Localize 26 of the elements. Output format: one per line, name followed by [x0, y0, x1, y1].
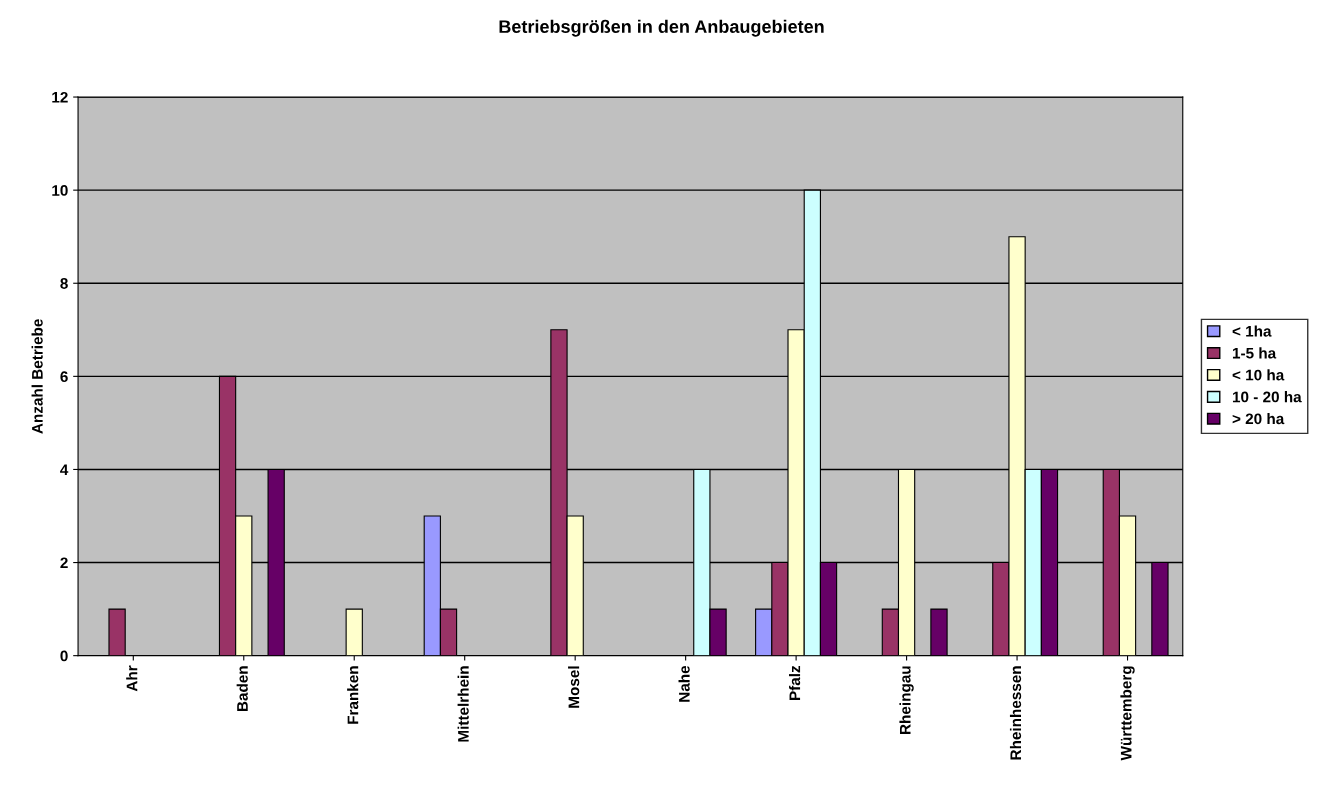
y-tick-label: 10 — [52, 185, 68, 196]
y-tick-label: 0 — [60, 650, 68, 662]
x-tick-label: Rheingau — [899, 666, 914, 734]
x-tick-label: Rheinhessen — [1009, 666, 1022, 760]
bar — [930, 608, 948, 656]
x-tick-label: Mosel — [568, 666, 580, 708]
x-tick-label: Franken — [347, 666, 359, 724]
x-tick-label: Pfalz — [788, 665, 801, 701]
x-tick-label: Mittelrhein — [457, 666, 469, 742]
legend-label: < 10 ha — [1232, 369, 1285, 381]
y-tick-label: 4 — [60, 464, 69, 475]
legend-label: < 1ha — [1232, 325, 1272, 337]
x-tick-label: Nahe — [678, 665, 690, 702]
legend-label: 1-5 ha — [1232, 347, 1277, 359]
legend-label: > 20 ha — [1232, 412, 1285, 425]
x-tick-label: Baden — [236, 666, 248, 712]
y-tick-label: 8 — [60, 278, 68, 289]
y-axis-title: Anzahl Betriebe — [31, 319, 43, 434]
y-tick-label: 12 — [52, 91, 68, 103]
bar — [108, 608, 126, 656]
x-tick-label: Württemberg — [1120, 666, 1135, 761]
legend-label: 10 - 20 ha — [1232, 391, 1302, 403]
chart-title: Betriebsgrößen in den Anbaugebieten — [499, 19, 824, 37]
y-tick-label: 6 — [60, 371, 68, 383]
y-tick-label: 2 — [60, 557, 68, 569]
x-tick-label: Ahr — [126, 665, 138, 692]
